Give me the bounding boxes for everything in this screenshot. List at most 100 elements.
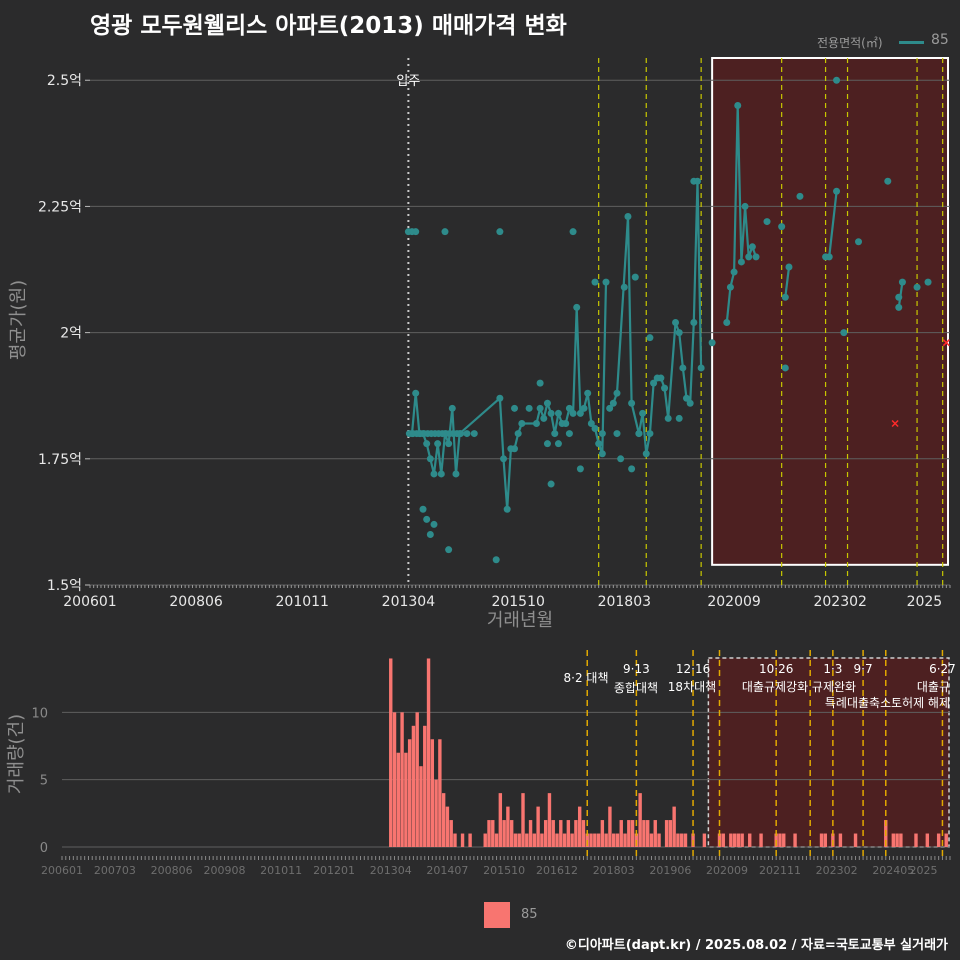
price-point: [514, 430, 522, 438]
volume-bar: [778, 833, 782, 847]
price-point: [781, 364, 789, 372]
price-point: [565, 430, 573, 438]
volume-bar: [589, 833, 593, 847]
volume-y-tick-label: 10: [31, 706, 48, 721]
volume-bar: [838, 833, 843, 847]
x-tick-label: 200806: [169, 594, 223, 610]
price-point: [565, 404, 573, 412]
volume-bar: [630, 820, 635, 847]
price-point: [448, 404, 456, 412]
volume-bar: [676, 833, 680, 847]
volume-y-axis-title: 거래량(건): [6, 714, 27, 794]
price-point: [598, 430, 606, 438]
price-point: [646, 430, 654, 438]
policy-label: 18차대책: [668, 679, 716, 694]
price-point: [445, 440, 453, 448]
volume-bar: [426, 658, 431, 847]
price-point: [591, 278, 599, 286]
policy-date-label: 10·26: [759, 662, 793, 676]
price-point: [697, 364, 705, 372]
price-point: [503, 505, 511, 513]
policy-date-label: 9·13: [623, 662, 650, 676]
volume-bar: [407, 739, 412, 847]
price-point: [551, 430, 559, 438]
policy-date-label: 9·7: [854, 662, 873, 676]
volume-bar: [404, 752, 408, 847]
price-point: [617, 455, 625, 463]
volume-bar: [638, 793, 642, 847]
price-point: [737, 258, 745, 266]
volume-x-tick-label: 200806: [151, 864, 193, 877]
price-point: [419, 505, 427, 513]
volume-x-tick-label: 200908: [203, 864, 245, 877]
volume-bar: [672, 806, 676, 847]
volume-bar: [891, 833, 896, 847]
price-point: [576, 409, 584, 417]
volume-bar: [759, 833, 763, 847]
price-point: [628, 399, 636, 407]
price-point: [547, 409, 555, 417]
price-point: [672, 319, 680, 327]
price-point: [518, 419, 526, 427]
policy-date-label: 12·16: [676, 662, 710, 676]
policy-label: 특례대출축소: [825, 696, 891, 710]
price-point: [752, 253, 760, 261]
price-point: [642, 450, 650, 458]
x-tick-label: 201011: [276, 594, 329, 610]
volume-bar: [547, 793, 552, 847]
volume-highlight-region: [707, 657, 950, 848]
volume-x-tick-label: 201612: [536, 864, 578, 877]
volume-bar: [740, 833, 744, 847]
volume-bar: [513, 833, 518, 847]
volume-x-tick-label: 201803: [593, 864, 635, 877]
price-point: [734, 101, 742, 109]
volume-bar: [509, 820, 514, 847]
price-point: [690, 319, 698, 327]
volume-bar: [521, 793, 525, 847]
volume-bar: [649, 833, 654, 847]
price-point: [679, 364, 687, 372]
price-point: [573, 303, 581, 311]
price-point: [591, 425, 599, 433]
volume-x-tick-label: 201304: [370, 864, 412, 877]
price-point: [631, 273, 639, 281]
volume-x-tick-label: 201011: [260, 864, 302, 877]
policy-label: 종합대책: [614, 680, 658, 695]
volume-bar: [532, 833, 537, 847]
volume-bar: [683, 833, 688, 847]
volume-bar: [729, 833, 733, 847]
volume-bar: [899, 833, 903, 847]
volume-y-tick-label: 0: [40, 841, 48, 856]
price-point: [683, 394, 691, 402]
price-point: [463, 430, 471, 438]
move-in-annotation: 입주: [396, 74, 420, 89]
legend-line-swatch: [899, 41, 924, 44]
volume-bar: [793, 833, 797, 847]
price-point: [726, 283, 734, 291]
y-tick-label: 2억: [60, 326, 82, 342]
volume-bar: [653, 820, 657, 847]
x-tick-label: 201803: [598, 594, 651, 610]
volume-x-tick-label: 2025: [910, 864, 938, 877]
volume-bar: [502, 820, 506, 847]
volume-x-tick-label: 200601: [41, 864, 83, 877]
volume-bar: [732, 833, 737, 847]
volume-bar: [615, 833, 620, 847]
price-point: [895, 303, 903, 311]
volume-bar: [423, 725, 427, 847]
volume-bar: [664, 820, 669, 847]
price-point: [620, 283, 628, 291]
policy-label: 8·2 대책: [564, 670, 609, 685]
volume-x-tick-label: 200703: [94, 864, 136, 877]
price-point: [532, 419, 540, 427]
volume-bar: [853, 833, 858, 847]
price-point: [748, 243, 756, 251]
price-point: [624, 213, 632, 221]
volume-x-tick-label: 201407: [426, 864, 468, 877]
volume-bar: [400, 712, 404, 847]
x-tick-label: 202302: [813, 594, 866, 610]
volume-bar: [604, 833, 608, 847]
volume-bar: [449, 820, 453, 847]
price-point: [646, 334, 654, 342]
price-point: [661, 384, 669, 392]
